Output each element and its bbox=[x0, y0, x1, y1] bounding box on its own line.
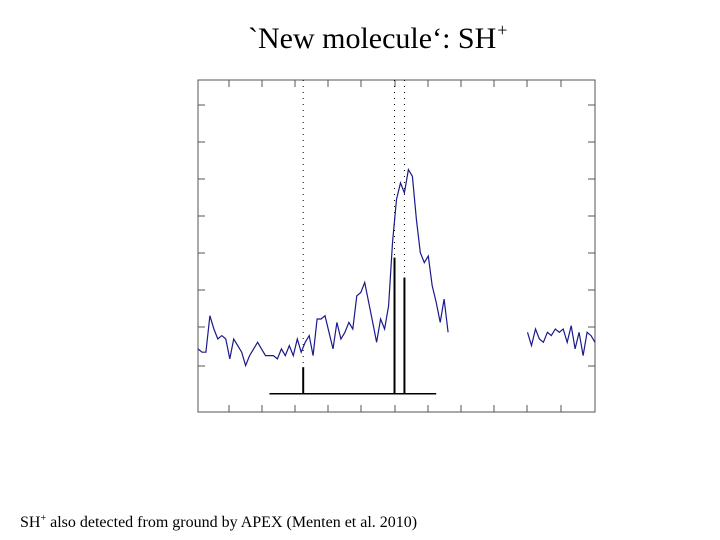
plot-frame bbox=[197, 79, 596, 413]
spectrum-line bbox=[197, 167, 449, 368]
slide-title: `New molecule‘: SH+ bbox=[248, 10, 507, 59]
plot-border bbox=[197, 79, 596, 413]
spectrum-line bbox=[526, 325, 596, 356]
caption-prefix: SH bbox=[20, 514, 41, 531]
caption: SH+ also detected from ground by APEX (M… bbox=[20, 507, 417, 535]
spectrum-series bbox=[197, 167, 596, 368]
caption-superscript: + bbox=[40, 513, 47, 524]
title-superscript: + bbox=[497, 20, 508, 40]
title-main-text: `New molecule‘: SH bbox=[248, 22, 497, 55]
caption-text: also detected from ground by APEX (Mente… bbox=[46, 514, 418, 531]
transition-markers bbox=[269, 257, 437, 395]
dotted-guides bbox=[302, 80, 405, 392]
